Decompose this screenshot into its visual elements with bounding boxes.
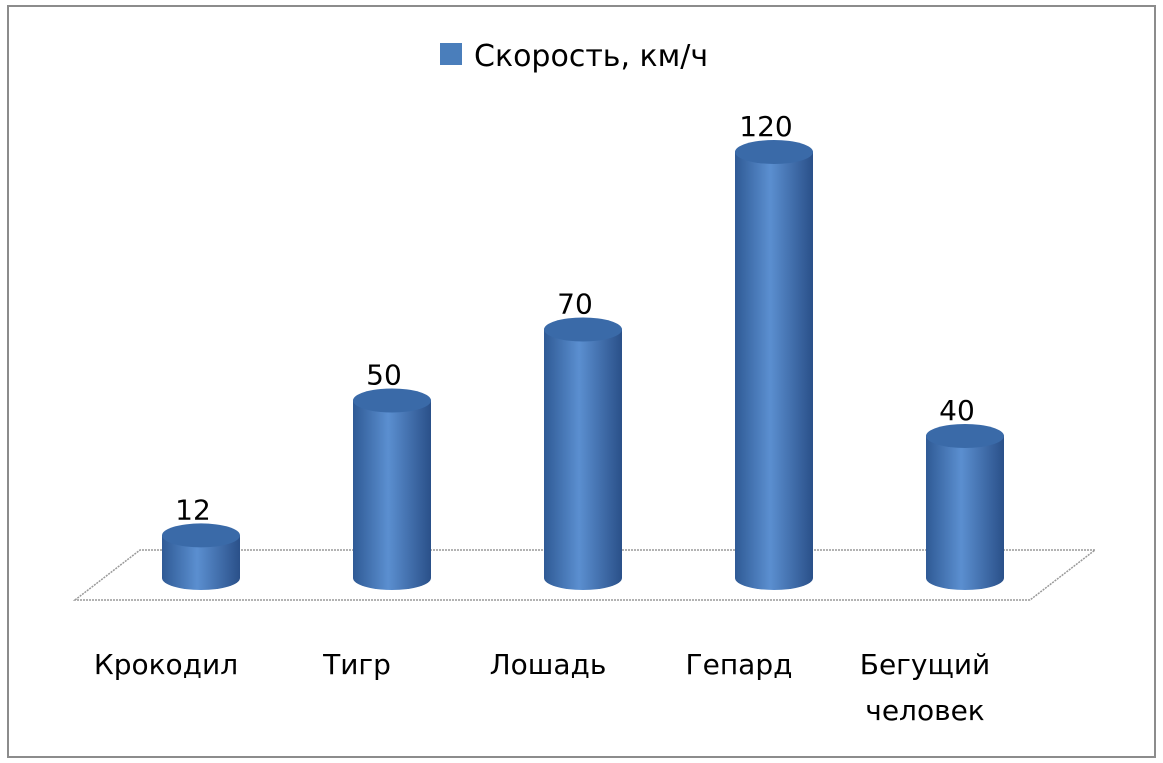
bar — [162, 535, 240, 590]
legend-label: Скорость, км/ч — [474, 39, 708, 74]
bar-top — [162, 523, 240, 548]
bar — [926, 436, 1004, 590]
bar — [735, 152, 813, 590]
x-tick-label: Гепард — [685, 648, 793, 681]
x-tick-label: Лошадь — [489, 648, 607, 681]
data-label: 120 — [739, 110, 792, 143]
bar — [353, 400, 431, 590]
data-label: 12 — [175, 493, 211, 526]
data-label: 40 — [939, 394, 975, 427]
x-tick-label: Тигр — [323, 648, 391, 681]
bar-top — [735, 140, 813, 164]
x-tick-label: Крокодил — [93, 648, 239, 681]
bar — [544, 329, 622, 590]
x-tick-label: Бегущий человек — [859, 648, 991, 727]
legend-swatch — [440, 43, 462, 65]
bar-top — [926, 424, 1004, 448]
data-label: 70 — [557, 288, 593, 321]
bar-top — [544, 317, 622, 342]
data-label: 50 — [366, 359, 402, 392]
bar-top — [353, 388, 431, 413]
